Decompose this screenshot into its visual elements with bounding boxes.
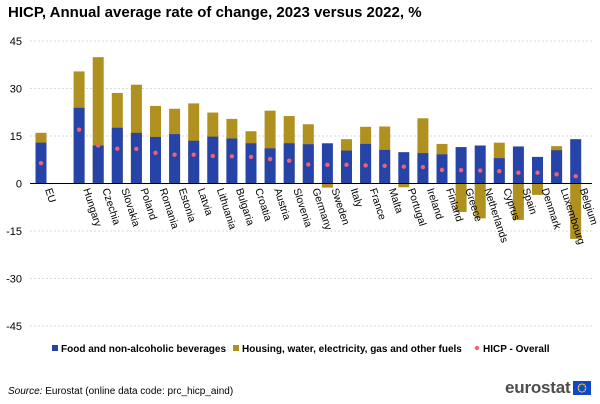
x-tick-label: EU xyxy=(42,187,58,205)
y-tick-label: 30 xyxy=(10,84,22,96)
hicp-point xyxy=(478,168,483,173)
bar-food xyxy=(341,150,352,184)
legend: Food and non-alcoholic beverages Housing,… xyxy=(52,344,550,355)
bar-food xyxy=(551,150,563,184)
hicp-point xyxy=(210,153,215,159)
x-tick-label: France xyxy=(367,187,389,222)
hicp-point xyxy=(306,162,311,167)
logo-text: eurostat xyxy=(505,378,571,397)
eu-flag-icon xyxy=(573,381,592,395)
eurostat-logo: eurostat xyxy=(505,378,592,398)
y-tick-label: -45 xyxy=(6,321,22,333)
hicp-point xyxy=(401,164,406,169)
bar-housing xyxy=(455,183,467,212)
y-tick-label: 0 xyxy=(16,179,22,191)
x-tick-label: Austria xyxy=(271,187,293,222)
hicp-point xyxy=(191,152,196,157)
hicp-point xyxy=(267,156,273,162)
hicp-point xyxy=(172,152,177,157)
bar-food xyxy=(130,132,142,184)
bar-housing xyxy=(417,118,429,184)
bar-food xyxy=(150,136,161,184)
bar-food xyxy=(207,136,219,184)
bar-food xyxy=(226,138,238,184)
hicp-point xyxy=(248,154,254,160)
x-tick-label: Malta xyxy=(386,187,405,215)
legend-label: HICP - Overall xyxy=(483,344,550,355)
hicp-point xyxy=(115,146,120,151)
bar-food xyxy=(283,143,295,184)
hicp-point xyxy=(363,163,368,168)
bar-housing xyxy=(264,110,276,184)
legend-swatch xyxy=(52,345,58,351)
bar-food xyxy=(474,145,486,184)
bar-food xyxy=(570,139,582,184)
hicp-point xyxy=(344,162,349,168)
bar-food xyxy=(532,156,543,184)
hicp-point xyxy=(439,167,445,173)
hicp-point xyxy=(497,168,502,174)
x-tick-label: Latvia xyxy=(195,187,215,218)
bar-housing xyxy=(532,183,543,195)
legend-swatch xyxy=(474,345,480,351)
hicp-point xyxy=(554,172,559,177)
hicp-point xyxy=(287,158,292,163)
x-tick-label: Italy xyxy=(348,187,366,210)
hicp-points xyxy=(38,127,578,179)
hicp-point xyxy=(76,127,82,132)
y-tick-label: 45 xyxy=(10,36,22,48)
chart-title: HICP, Annual average rate of change, 202… xyxy=(8,4,422,21)
bar-food xyxy=(512,146,524,184)
bar-food xyxy=(245,143,257,184)
y-axis-ticks: -45 -30 -15 0 15 30 45 xyxy=(6,36,22,333)
source-text: Eurostat (online data code: prc_hicp_ain… xyxy=(45,386,234,397)
hicp-point xyxy=(134,146,139,152)
hicp-point xyxy=(458,168,464,173)
hicp-point xyxy=(382,163,387,168)
hicp-point xyxy=(96,143,101,148)
hicp-point xyxy=(535,170,540,175)
bar-food xyxy=(264,148,276,184)
bar-housing xyxy=(570,183,582,239)
bar-housing xyxy=(512,183,524,220)
bar-housing xyxy=(398,183,410,188)
legend-swatch xyxy=(233,345,239,351)
legend-label: Housing, water, electricity, gas and oth… xyxy=(242,344,462,355)
bar-housing xyxy=(92,57,104,184)
x-tick-label: Ireland xyxy=(424,187,445,221)
bar-food xyxy=(455,147,467,184)
bar-food xyxy=(188,140,200,184)
legend-label: Food and non-alcoholic beverages xyxy=(61,344,226,355)
hicp-point xyxy=(516,170,521,175)
y-tick-label: -30 xyxy=(6,274,22,286)
bar-food xyxy=(111,127,123,184)
y-tick-label: -15 xyxy=(6,226,22,238)
hicp-point xyxy=(325,162,330,168)
bar-food xyxy=(169,134,181,184)
y-tick-label: 15 xyxy=(10,131,22,143)
bar-housing xyxy=(474,183,486,219)
hicp-point xyxy=(420,164,426,170)
bar-food xyxy=(73,107,85,184)
hicp-point xyxy=(229,154,235,159)
hicp-point xyxy=(38,161,44,166)
hicp-point xyxy=(573,174,578,179)
bar-housing xyxy=(321,183,333,188)
source-label: Source: xyxy=(8,386,43,397)
bar-food xyxy=(92,145,104,184)
x-tick-label: Poland xyxy=(138,187,160,222)
source-note: Source: Eurostat (online data code: prc_… xyxy=(8,386,233,397)
hicp-point xyxy=(153,150,158,155)
